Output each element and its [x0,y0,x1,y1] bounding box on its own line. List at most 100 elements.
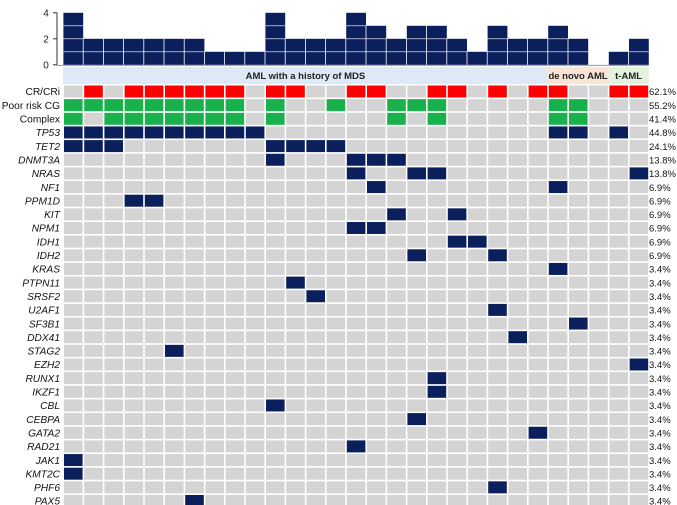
grid-cell [124,167,144,180]
grid-cell [205,112,224,125]
grid-cell [548,153,568,166]
grid-cell [266,112,285,125]
grid-cell [266,194,285,207]
grid-cell [629,85,649,98]
grid-cell [245,495,265,505]
top-bar [608,51,629,65]
grid-cell [367,194,386,207]
grid-cell [124,317,144,330]
top-bar [224,51,245,65]
grid-cell [84,140,103,153]
grid-cell [346,426,366,439]
grid-cell [165,372,184,385]
grid-cell [205,385,224,398]
grid-cell [185,126,204,139]
grid-cell [367,303,386,316]
grid-cell [589,372,608,385]
grid-cell [306,303,325,316]
grid-cell [548,426,568,439]
grid-cell [326,235,346,248]
grid-cell [589,235,608,248]
grid-cell [286,99,305,112]
grid-cell [104,467,123,480]
grid-cell [84,331,103,344]
grid-cell [124,385,144,398]
grid-cell [326,372,346,385]
grid-cell [488,481,507,494]
grid-cell [64,99,83,112]
row-label: U2AF1 [28,306,60,317]
grid-cell [387,495,406,505]
grid-cell [367,276,386,289]
grid-cell [609,358,628,371]
grid-cell [548,358,568,371]
grid-cell [488,290,507,303]
grid-cell [569,303,588,316]
grid-cell [225,85,245,98]
grid-cell [528,344,548,357]
grid-cell [185,303,204,316]
grid-cell [185,399,204,412]
grid-cell [245,126,265,139]
grid-cell [64,358,83,371]
grid-cell [609,399,628,412]
grid-cell [245,167,265,180]
grid-cell [205,440,224,453]
grid-cell [427,317,447,330]
grid-cell [165,276,184,289]
grid-cell [488,181,507,194]
grid-cell [185,495,204,505]
grid-cell [468,85,487,98]
grid-cell [144,208,164,221]
grid-cell [104,181,123,194]
grid-cell [245,262,265,275]
grid-cell [104,385,123,398]
grid-cell [266,426,285,439]
grid-cell [629,99,649,112]
grid-cell [589,208,608,221]
grid-cell [569,344,588,357]
grid-cell [84,413,103,426]
row-label: Poor risk CG [2,101,60,112]
grid-cell [104,440,123,453]
group-label: t-AML [615,71,642,82]
grid-cell [205,344,224,357]
grid-cell [84,276,103,289]
grid-cell [407,399,426,412]
grid-cell [528,153,548,166]
grid-cell [609,112,628,125]
grid-cell [488,399,507,412]
grid-cell [64,440,83,453]
grid-cell [144,385,164,398]
grid-cell [286,454,305,467]
grid-cell [185,358,204,371]
row-label: CEBPA [26,415,60,426]
grid-cell [165,181,184,194]
grid-cell [165,440,184,453]
grid-cell [124,99,144,112]
grid-cell [629,208,649,221]
grid-cell [306,426,325,439]
grid-cell [346,276,366,289]
grid-cell [427,140,447,153]
grid-cell [407,153,426,166]
grid-cell [589,167,608,180]
grid-cell [427,167,447,180]
row-percentages: 62.1% 55.2% 41.4% 44.8% 24.1% 13.8% 13.8% 6.9% 6… [649,87,676,505]
row-label: KIT [44,210,61,221]
grid-cell [346,235,366,248]
grid-cell [468,126,487,139]
grid-cell [306,235,325,248]
grid-cell [84,481,103,494]
row-percentage: 3.4% [649,415,671,426]
oncoprint-grid [64,85,649,505]
grid-cell [84,153,103,166]
grid-cell [64,262,83,275]
grid-cell [569,249,588,262]
grid-cell [447,181,467,194]
grid-cell [306,99,325,112]
grid-cell [447,85,467,98]
grid-cell [447,126,467,139]
grid-cell [84,167,103,180]
grid-cell [266,454,285,467]
